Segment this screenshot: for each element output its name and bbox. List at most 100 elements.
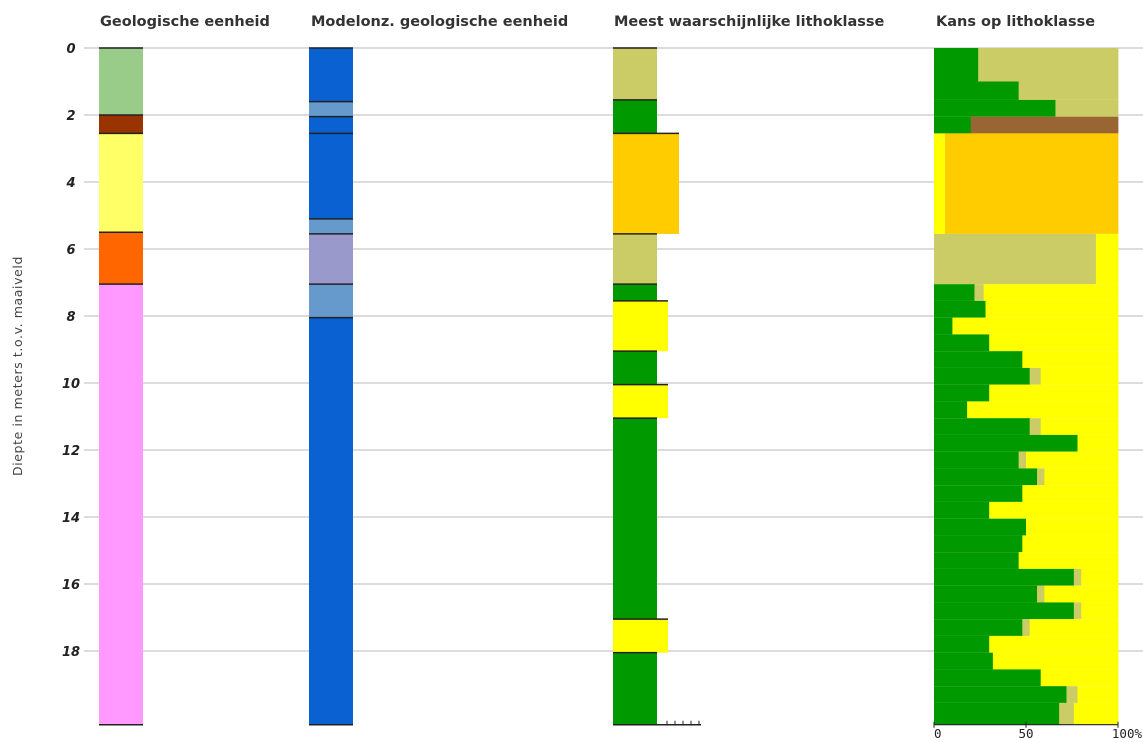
- column-title-2: Modelonz. geologische eenheid: [311, 14, 568, 30]
- prob-segment-row14-class1: [934, 401, 968, 419]
- prob-segment-row18-class1: [934, 468, 1038, 486]
- prob-segment-row15-class2: [1029, 418, 1042, 435]
- y-tick-4: 4: [65, 176, 75, 191]
- y-tick-0: 0: [66, 42, 75, 57]
- prob-segment-row23-class3: [1018, 552, 1119, 569]
- prob-segment-row15-class3: [1040, 418, 1119, 435]
- litho-layer-4: [613, 233, 657, 285]
- unit-layer-col2-4: [309, 133, 353, 219]
- prob-segment-row30-class3: [1040, 669, 1119, 687]
- prob-segment-row19-class1: [934, 485, 1023, 502]
- litho-layer-5: [613, 284, 657, 301]
- litho-layer-3: [613, 133, 679, 234]
- prob-segment-row27-class2: [1022, 619, 1031, 636]
- litho-layer-9: [613, 418, 657, 620]
- prob-segment-row31-class1: [934, 686, 1067, 703]
- prob-segment-row7-class3: [983, 284, 1119, 301]
- column-title-4: Kans op lithoklasse: [936, 14, 1095, 30]
- prob-segment-row4-class1: [934, 116, 972, 134]
- x-tick-label-2: 100%: [1112, 726, 1143, 741]
- column-title-1: Geologische eenheid: [100, 14, 270, 30]
- prob-segment-row25-class3: [1044, 585, 1119, 603]
- unit-layer-col1-4: [99, 232, 143, 285]
- litho-layer-10: [613, 619, 668, 653]
- unit-layer-col1-1: [99, 48, 143, 115]
- unit-layer-col2-3: [309, 116, 353, 134]
- prob-segment-row16-class3: [1077, 434, 1119, 452]
- prob-segment-row6-class2: [934, 233, 1097, 285]
- prob-segment-row25-class2: [1037, 585, 1045, 603]
- prob-segment-row18-class2: [1037, 468, 1045, 486]
- litho-layer-11: [613, 652, 657, 725]
- prob-segment-row27-class1: [934, 619, 1023, 636]
- x-tick-label-1: 50: [1018, 726, 1033, 741]
- prob-segment-row2-class1: [934, 81, 1020, 100]
- unit-layer-col2-8: [309, 317, 353, 725]
- unit-layer-col1-3: [99, 133, 143, 233]
- prob-segment-row13-class1: [934, 384, 990, 402]
- y-tick-2: 2: [66, 109, 75, 124]
- prob-segment-row9-class1: [934, 317, 953, 335]
- unit-layer-col2-2: [309, 101, 353, 117]
- prob-segment-row29-class1: [934, 652, 994, 670]
- prob-segment-row32-class3: [1073, 702, 1119, 725]
- x-tick-label-0: 0: [934, 726, 942, 741]
- y-tick-18: 18: [62, 645, 80, 660]
- prob-segment-row22-class1: [934, 535, 1023, 553]
- prob-segment-row17-class2: [1018, 451, 1027, 469]
- prob-segment-row25-class1: [934, 585, 1038, 603]
- prob-segment-row20-class1: [934, 501, 990, 519]
- prob-segment-row21-class1: [934, 518, 1027, 536]
- unit-layer-col1-5: [99, 284, 143, 725]
- prob-segment-row24-class2: [1073, 568, 1082, 586]
- prob-segment-row31-class2: [1066, 686, 1078, 703]
- unit-layer-col2-7: [309, 284, 353, 318]
- prob-segment-row12-class2: [1029, 367, 1042, 385]
- litho-layer-1: [613, 48, 657, 100]
- prob-segment-row26-class2: [1073, 602, 1082, 620]
- prob-segment-row1-class1: [934, 48, 979, 82]
- litho-layer-6: [613, 300, 668, 352]
- prob-segment-row24-class1: [934, 568, 1075, 586]
- prob-segment-row16-class1: [934, 434, 1078, 452]
- unit-layer-col2-5: [309, 218, 353, 234]
- prob-segment-row21-class3: [1026, 518, 1119, 536]
- prob-segment-row22-class3: [1022, 535, 1119, 553]
- prob-segment-row31-class3: [1077, 686, 1119, 703]
- prob-segment-row13-class3: [989, 384, 1119, 402]
- prob-segment-row5-class4: [945, 133, 1119, 234]
- y-tick-16: 16: [62, 578, 80, 593]
- y-tick-14: 14: [62, 511, 80, 526]
- prob-segment-row12-class3: [1040, 367, 1119, 385]
- prob-segment-row3-class1: [934, 99, 1056, 117]
- prob-segment-row8-class1: [934, 300, 986, 318]
- prob-segment-row28-class3: [989, 635, 1119, 653]
- unit-layer-col2-1: [309, 48, 353, 102]
- prob-segment-row11-class3: [1022, 351, 1119, 368]
- unit-layer-col1-2: [99, 115, 143, 134]
- prob-segment-row7-class1: [934, 284, 975, 301]
- prob-segment-row29-class3: [992, 652, 1119, 670]
- prob-segment-row19-class3: [1022, 485, 1119, 502]
- prob-segment-row8-class3: [985, 300, 1119, 318]
- prob-segment-row28-class1: [934, 635, 990, 653]
- prob-segment-row9-class3: [952, 317, 1119, 335]
- prob-segment-row15-class1: [934, 418, 1031, 435]
- prob-segment-row30-class1: [934, 669, 1042, 687]
- prob-segment-row7-class2: [974, 284, 985, 301]
- prob-segment-row12-class1: [934, 367, 1031, 385]
- prob-segment-row2-class2: [1018, 81, 1119, 100]
- prob-segment-row10-class1: [934, 334, 990, 352]
- prob-segment-row32-class1: [934, 702, 1060, 725]
- y-tick-8: 8: [66, 310, 75, 325]
- prob-segment-row32-class2: [1059, 702, 1075, 725]
- column-title-3: Meest waarschijnlijke lithoklasse: [614, 14, 884, 30]
- prob-segment-row4-class5: [970, 116, 1119, 134]
- y-axis-label: Diepte in meters t.o.v. maaiveld: [10, 256, 25, 476]
- litho-layer-8: [613, 384, 668, 419]
- unit-layer-col2-6: [309, 233, 353, 285]
- prob-segment-row26-class3: [1081, 602, 1119, 620]
- prob-segment-row24-class3: [1081, 568, 1119, 586]
- y-tick-12: 12: [62, 444, 80, 459]
